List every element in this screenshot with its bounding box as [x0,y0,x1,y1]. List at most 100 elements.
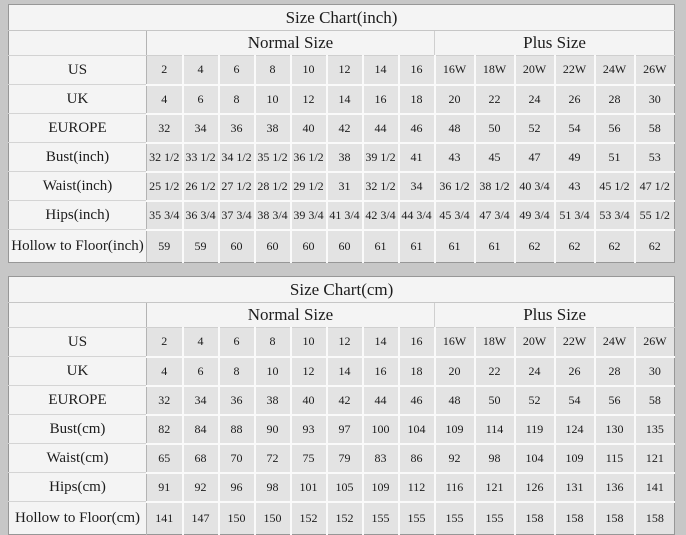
size-value-cell: 12 [290,84,328,115]
row-label: Waist(inch) [8,171,147,201]
table-row: UK 4 6 8 10 12 14 16 18 20 22 24 26 28 30 [8,84,675,115]
size-value-cell: 38 3/4 [254,200,292,231]
size-value-cell: 61 [434,229,476,263]
size-value-cell: 18W [474,327,516,358]
size-value-cell: 40 3/4 [514,171,556,202]
size-value-cell: 147 [182,501,220,535]
size-value-cell: 44 3/4 [398,200,436,231]
size-value-cell: 40 [290,385,328,416]
size-value-cell: 45 [474,142,516,173]
size-value-cell: 88 [218,414,256,445]
size-value-cell: 10 [290,55,328,86]
size-value-cell: 14 [326,356,364,387]
size-value-cell: 92 [434,443,476,474]
size-value-cell: 135 [634,414,675,445]
row-label: US [8,55,147,85]
size-chart-cm-table: Size Chart(cm) Normal Size Plus Size US 2… [8,276,676,535]
size-value-cell: 58 [634,385,675,416]
size-value-cell: 14 [362,327,400,358]
size-value-cell: 34 [182,385,220,416]
size-value-cell: 18 [398,84,436,115]
size-value-cell: 8 [254,327,292,358]
size-value-cell: 62 [634,229,675,263]
size-value-cell: 22W [554,327,596,358]
size-value-cell: 4 [182,55,220,86]
size-value-cell: 47 1/2 [634,171,675,202]
size-value-cell: 28 1/2 [254,171,292,202]
size-value-cell: 61 [474,229,516,263]
size-value-cell: 6 [218,55,256,86]
size-value-cell: 37 3/4 [218,200,256,231]
size-value-cell: 56 [594,385,636,416]
size-value-cell: 158 [634,501,675,535]
table-row: Bust(inch) 32 1/2 33 1/2 34 1/2 35 1/2 36 1/2… [8,142,675,173]
row-label: UK [8,84,147,114]
size-value-cell: 26 [554,84,596,115]
size-value-cell: 50 [474,385,516,416]
size-value-cell: 26 [554,356,596,387]
size-value-cell: 2 [146,327,184,358]
size-value-cell: 10 [254,356,292,387]
size-value-cell: 42 [326,113,364,144]
size-value-cell: 26W [634,55,675,86]
size-value-cell: 90 [254,414,292,445]
plus-size-header: Plus Size [433,302,675,328]
row-label: EUROPE [8,385,147,415]
size-value-cell: 38 1/2 [474,171,516,202]
normal-size-header: Normal Size [146,30,435,56]
size-value-cell: 30 [634,356,675,387]
size-value-cell: 45 3/4 [434,200,476,231]
table-row: Hollow to Floor(inch) 59 59 60 60 60 60 61 61 61 6… [8,229,675,263]
size-value-cell: 60 [254,229,292,263]
size-value-cell: 27 1/2 [218,171,256,202]
size-chart-inch-table: Size Chart(inch) Normal Size Plus Size U… [8,4,676,263]
size-value-cell: 53 [634,142,675,173]
table-row: UK 4 6 8 10 12 14 16 18 20 22 24 26 28 30 [8,356,675,387]
size-value-cell: 2 [146,55,184,86]
size-value-cell: 86 [398,443,436,474]
size-value-cell: 55 1/2 [634,200,675,231]
size-value-cell: 141 [634,472,675,503]
size-value-cell: 61 [362,229,400,263]
size-value-cell: 109 [434,414,476,445]
size-value-cell: 44 [362,385,400,416]
size-value-cell: 52 [514,113,556,144]
size-value-cell: 46 [398,113,436,144]
table-body: Size Chart(inch) Normal Size Plus Size U… [8,4,675,263]
row-label: EUROPE [8,113,147,143]
size-value-cell: 16 [362,84,400,115]
size-value-cell: 54 [554,385,596,416]
size-value-cell: 28 [594,84,636,115]
size-value-cell: 42 3/4 [362,200,400,231]
size-value-cell: 59 [146,229,184,263]
size-value-cell: 59 [182,229,220,263]
size-value-cell: 14 [326,84,364,115]
size-value-cell: 158 [554,501,596,535]
size-value-cell: 4 [146,84,184,115]
size-value-cell: 18W [474,55,516,86]
size-value-cell: 109 [362,472,400,503]
size-value-cell: 49 [554,142,596,173]
row-label: Hips(cm) [8,472,147,502]
size-value-cell: 24 [514,356,556,387]
size-value-cell: 82 [146,414,184,445]
size-value-cell: 36 1/2 [434,171,476,202]
size-value-cell: 4 [182,327,220,358]
size-value-cell: 38 [254,113,292,144]
size-value-cell: 25 1/2 [146,171,184,202]
size-value-cell: 38 [254,385,292,416]
size-value-cell: 68 [182,443,220,474]
table-row: US 2 4 6 8 10 12 14 16 16W 18W 20W 22W 24W 26W [8,327,675,358]
size-value-cell: 84 [182,414,220,445]
row-label: Hips(inch) [8,200,147,230]
size-value-cell: 131 [554,472,596,503]
size-value-cell: 79 [326,443,364,474]
size-value-cell: 36 1/2 [290,142,328,173]
size-value-cell: 62 [554,229,596,263]
size-value-cell: 10 [290,327,328,358]
size-value-cell: 60 [326,229,364,263]
size-value-cell: 121 [634,443,675,474]
size-value-cell: 34 [182,113,220,144]
size-value-cell: 48 [434,113,476,144]
row-label: Hollow to Floor(inch) [8,229,147,263]
